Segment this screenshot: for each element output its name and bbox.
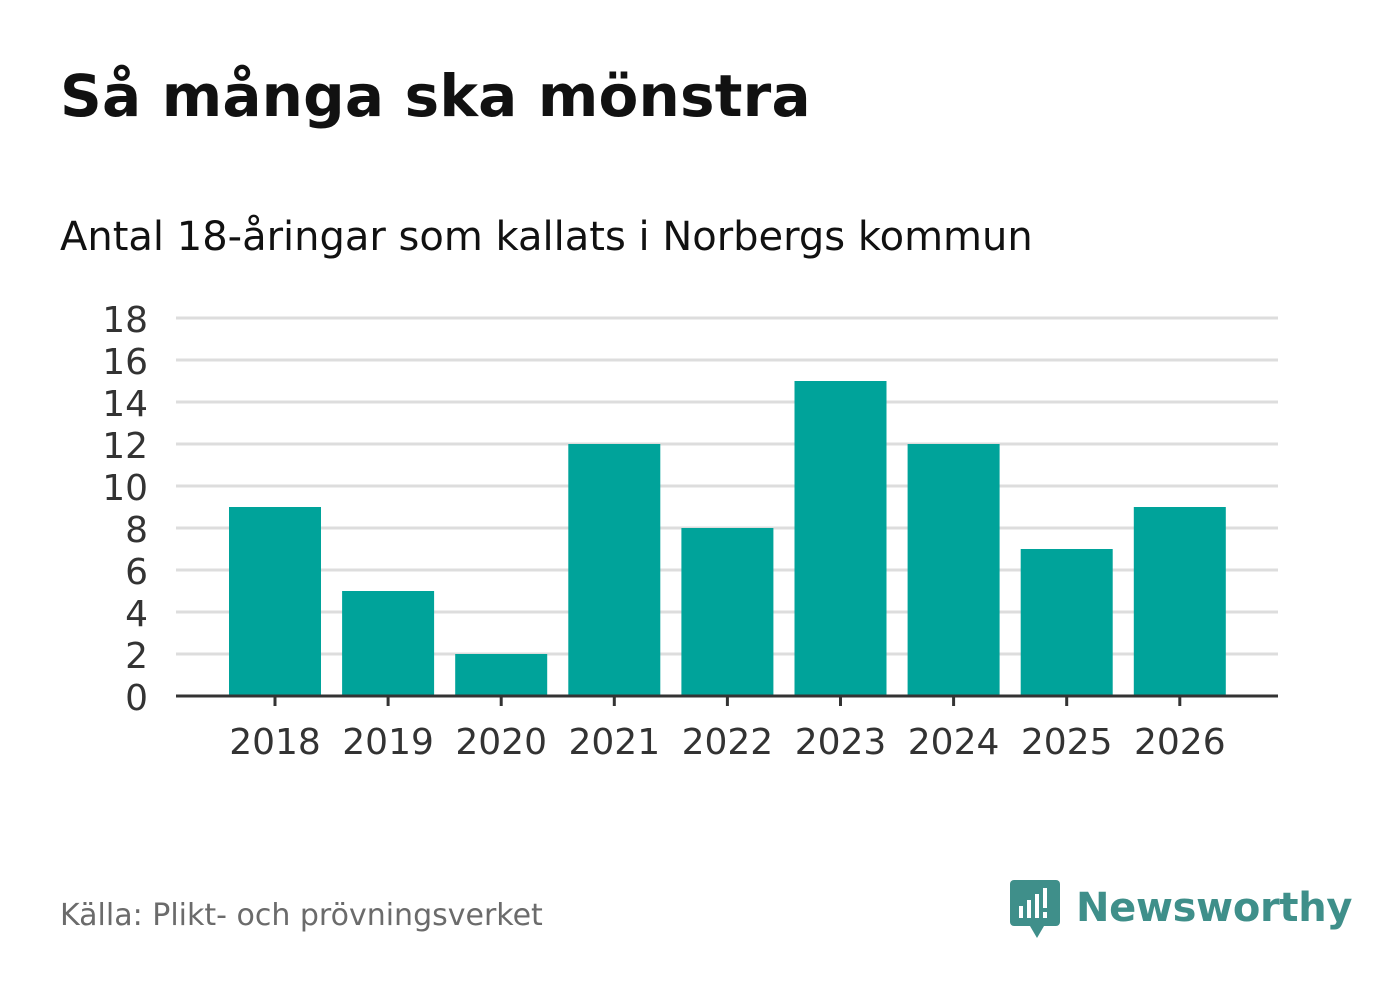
bar-2022 bbox=[681, 528, 774, 696]
y-tick-label: 14 bbox=[102, 384, 148, 425]
bar-2026 bbox=[1133, 507, 1226, 696]
bar-2020 bbox=[455, 654, 548, 696]
x-tick-label: 2018 bbox=[229, 722, 321, 763]
bar-2025 bbox=[1020, 549, 1113, 696]
brand: Newsworthy bbox=[1010, 876, 1353, 940]
bar-2024 bbox=[907, 444, 1000, 696]
chart-title: Så många ska mönstra bbox=[60, 62, 811, 130]
x-tick-label: 2021 bbox=[568, 722, 660, 763]
y-tick-label: 12 bbox=[102, 426, 148, 467]
bar-2023 bbox=[794, 381, 887, 696]
y-tick-label: 8 bbox=[125, 510, 148, 551]
newsworthy-logo-icon bbox=[1010, 876, 1060, 940]
source-note: Källa: Plikt- och prövningsverket bbox=[60, 898, 543, 933]
y-tick-label: 6 bbox=[125, 552, 148, 593]
y-tick-label: 10 bbox=[102, 468, 148, 509]
y-tick-label: 16 bbox=[102, 342, 148, 383]
bar-2019 bbox=[342, 591, 435, 696]
x-tick-label: 2020 bbox=[455, 722, 547, 763]
bar-2018 bbox=[229, 507, 321, 696]
x-tick-label: 2022 bbox=[682, 722, 774, 763]
y-tick-label: 2 bbox=[125, 636, 148, 677]
x-tick-label: 2023 bbox=[795, 722, 887, 763]
y-tick-label: 0 bbox=[125, 678, 148, 719]
brand-name: Newsworthy bbox=[1076, 885, 1353, 931]
chart-subtitle: Antal 18-åringar som kallats i Norbergs … bbox=[60, 214, 1033, 260]
x-tick-label: 2025 bbox=[1021, 722, 1113, 763]
x-tick-label: 2026 bbox=[1134, 722, 1226, 763]
y-tick-label: 18 bbox=[102, 300, 148, 341]
x-tick-label: 2019 bbox=[342, 722, 434, 763]
bar-2021 bbox=[568, 444, 661, 696]
x-tick-label: 2024 bbox=[908, 722, 1000, 763]
y-tick-label: 4 bbox=[125, 594, 148, 635]
